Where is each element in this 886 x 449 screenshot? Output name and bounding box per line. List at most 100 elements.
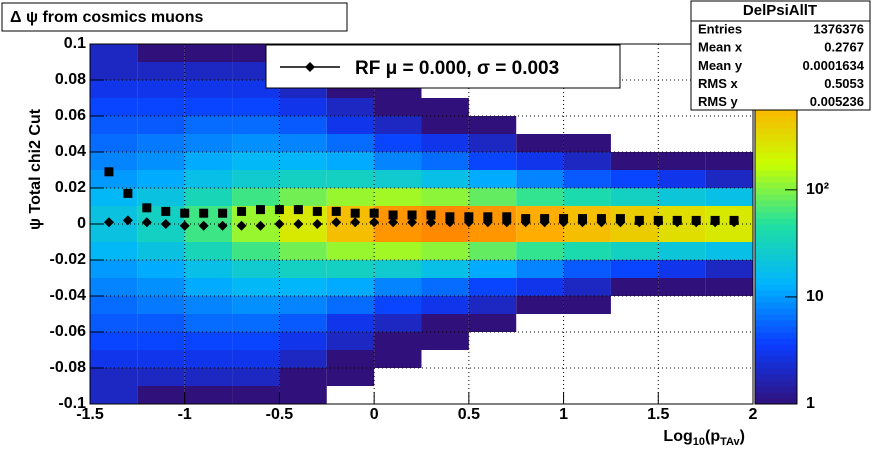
cell (232, 296, 280, 314)
color-bar-step (755, 308, 797, 315)
color-bar-step (755, 350, 797, 357)
cell (516, 134, 564, 152)
cell (279, 98, 327, 116)
cell (184, 350, 233, 368)
x-tick-label: 0.5 (458, 406, 480, 423)
cell (468, 242, 517, 260)
cell (374, 242, 422, 260)
cell (184, 314, 233, 332)
color-bar-step (755, 326, 797, 333)
square-marker (274, 205, 284, 215)
cell (516, 188, 564, 206)
cell (232, 314, 280, 332)
cell (137, 188, 185, 206)
color-bar-step (755, 314, 797, 321)
cell (326, 260, 375, 278)
cell (232, 350, 280, 368)
cell (137, 278, 185, 296)
cell (516, 170, 564, 188)
cell (184, 152, 233, 170)
color-bar-step (755, 278, 797, 285)
stats-value: 0.2767 (824, 40, 864, 55)
y-tick-label: -0.06 (50, 323, 87, 340)
cell (468, 296, 517, 314)
color-bar-step (755, 212, 797, 219)
square-marker (540, 214, 550, 224)
diamond-marker (103, 217, 114, 228)
cell (705, 188, 753, 206)
square-marker (180, 208, 190, 218)
square-marker (653, 215, 663, 225)
cell (421, 278, 469, 296)
cell (421, 242, 469, 260)
color-bar-step (755, 380, 797, 387)
color-bar-step (755, 344, 797, 351)
cell (421, 152, 469, 170)
cell (563, 188, 611, 206)
cell (90, 296, 138, 314)
cell (468, 314, 517, 332)
cell (468, 152, 517, 170)
cell (658, 278, 706, 296)
cell (326, 98, 375, 116)
cell (326, 368, 375, 386)
cell (705, 242, 753, 260)
cell (374, 98, 422, 116)
cell (279, 386, 327, 404)
cell (326, 296, 375, 314)
diamond-marker (331, 217, 342, 228)
color-bar-step (755, 296, 797, 303)
cell (184, 98, 233, 116)
square-marker (218, 208, 228, 218)
color-bar-step (755, 356, 797, 363)
diamond-marker (407, 217, 418, 228)
stats-value: 0.0001634 (803, 58, 865, 73)
cell (232, 134, 280, 152)
diamond-marker (141, 217, 152, 228)
stats-label: Mean x (698, 40, 743, 55)
cell (326, 278, 375, 296)
stats-value: 0.005236 (810, 94, 864, 109)
color-bar-step (755, 200, 797, 207)
x-tick-label: 0 (370, 406, 379, 423)
color-bar-step (755, 224, 797, 231)
z-tick-label: 10² (806, 181, 829, 198)
x-tick-label: 1 (559, 406, 568, 423)
stats-label: Entries (698, 21, 742, 36)
cell (137, 260, 185, 278)
square-marker (312, 206, 322, 216)
cell (563, 134, 611, 152)
square-marker (142, 203, 152, 213)
diamond-marker (255, 220, 266, 231)
y-tick-label: 0.08 (55, 71, 86, 88)
cell (90, 386, 138, 404)
cell (279, 134, 327, 152)
cell (326, 224, 375, 242)
cell (326, 116, 375, 134)
cell (705, 278, 753, 296)
square-marker (691, 215, 701, 225)
color-bar-step (755, 176, 797, 183)
cell (421, 296, 469, 314)
cell (421, 260, 469, 278)
cell (610, 278, 659, 296)
cell (279, 278, 327, 296)
diamond-marker (198, 220, 209, 231)
cell (232, 116, 280, 134)
cell (184, 332, 233, 350)
cell (232, 242, 280, 260)
square-marker (388, 210, 398, 220)
cell (563, 224, 611, 242)
cell (232, 332, 280, 350)
diamond-marker (293, 219, 304, 229)
cell (232, 386, 280, 404)
cell (563, 278, 611, 296)
y-tick-label: -0.08 (50, 359, 87, 376)
cell (90, 332, 138, 350)
cell (705, 260, 753, 278)
cell (326, 350, 375, 368)
stats-label: Mean y (698, 58, 743, 73)
color-bar-step (755, 122, 797, 129)
z-tick-label: 1 (806, 395, 815, 412)
